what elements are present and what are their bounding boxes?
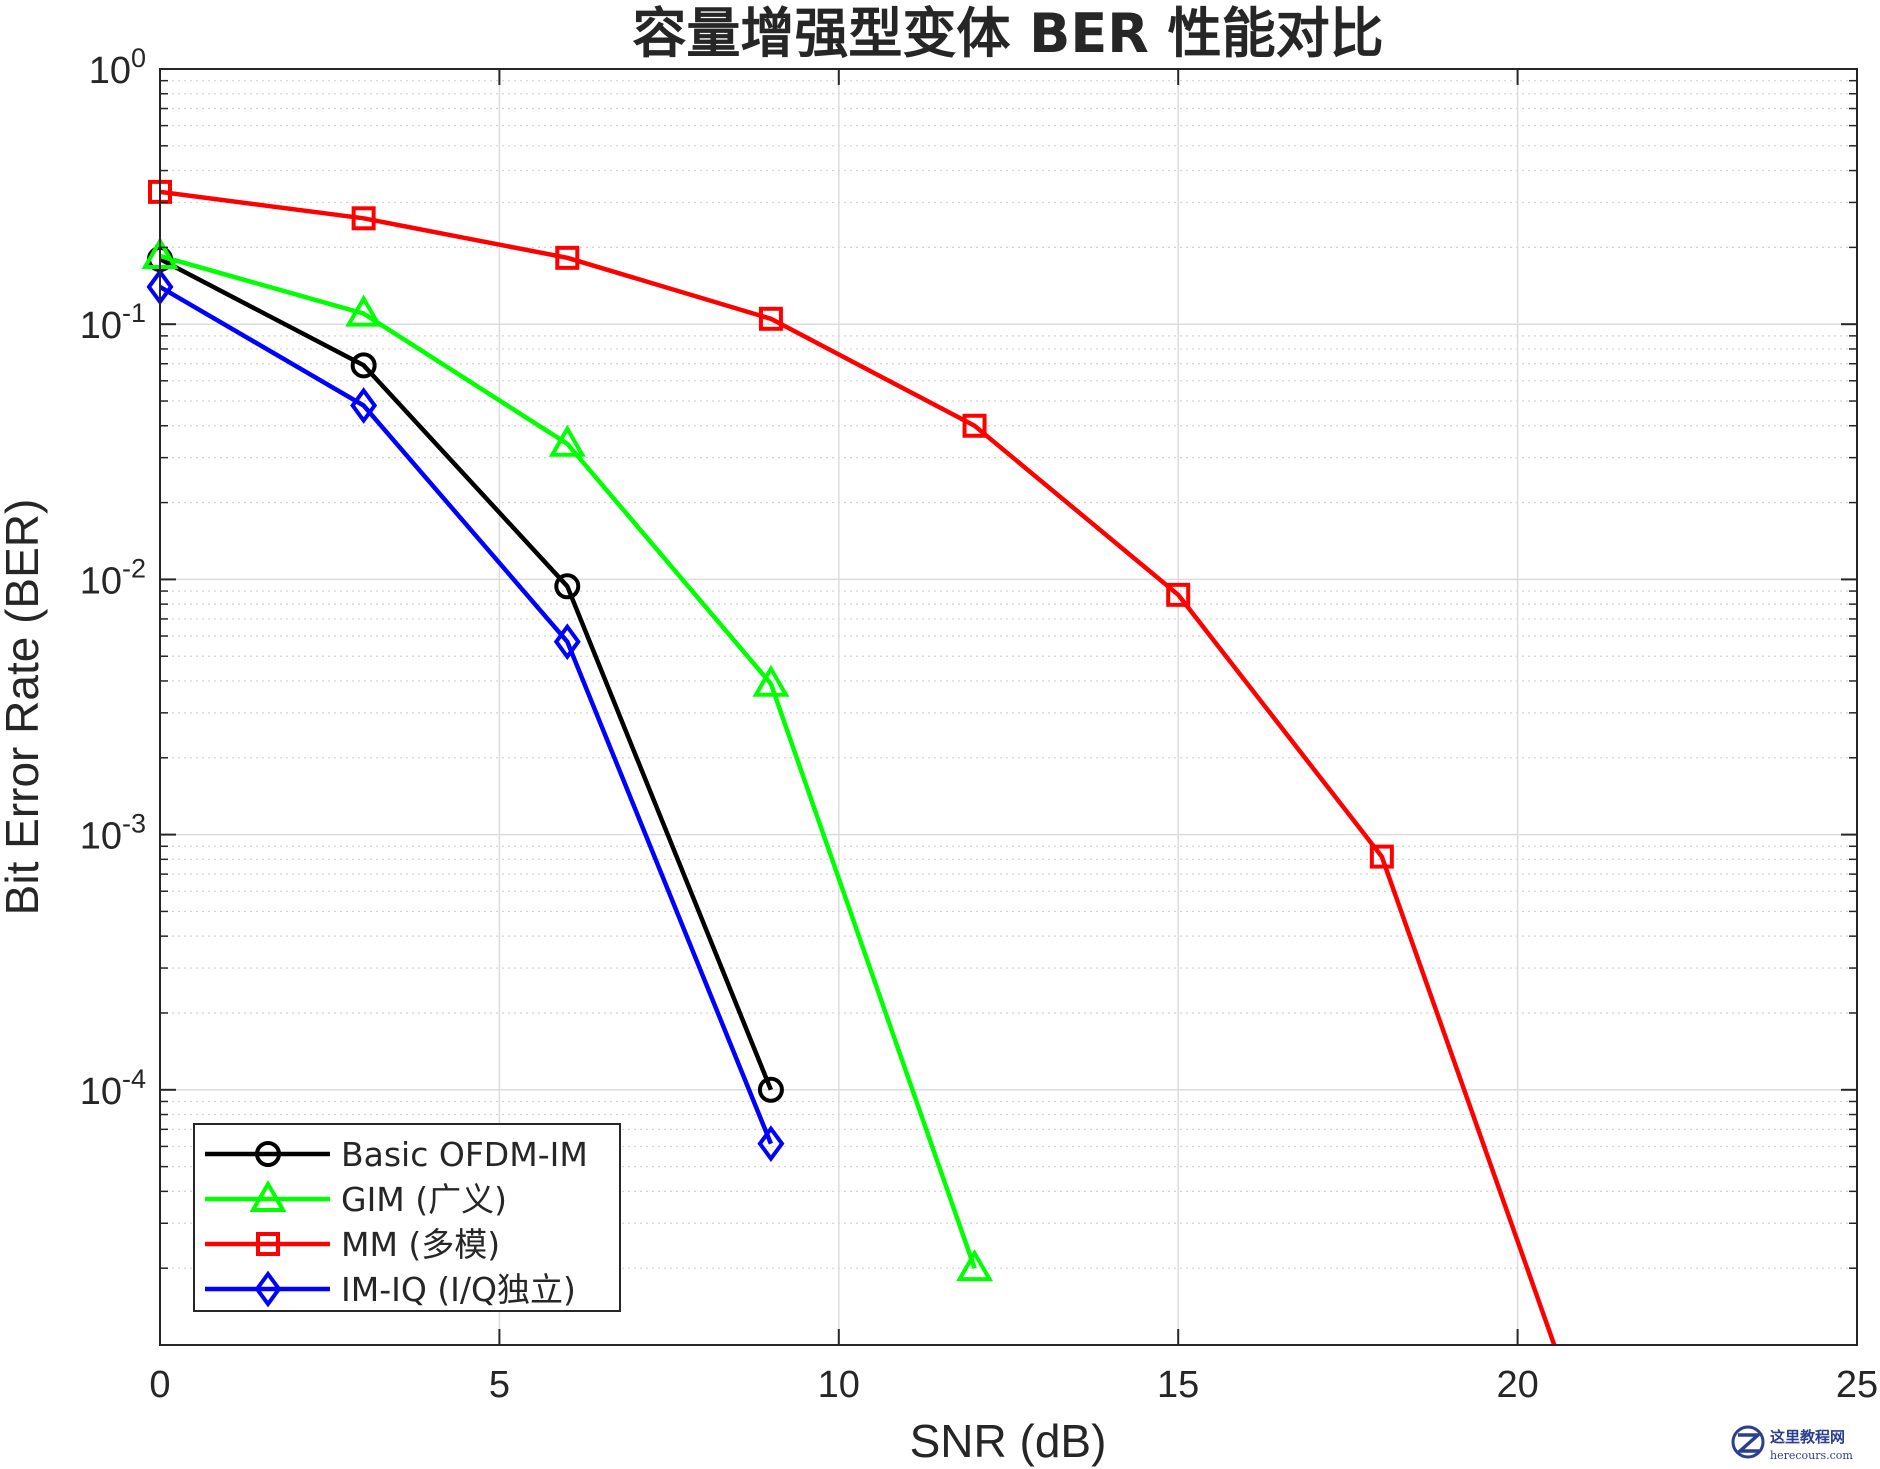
- data-point: [548, 424, 586, 457]
- legend-label: Basic OFDM-IM: [341, 1135, 588, 1174]
- data-point: [555, 245, 580, 270]
- x-tick-label: 25: [1836, 1364, 1878, 1406]
- data-point: [350, 387, 378, 424]
- x-axis-label: SNR (dB): [910, 1415, 1107, 1467]
- series-layer: [160, 189, 1557, 1345]
- data-point: [1369, 844, 1394, 869]
- plot-frame: [159, 68, 1858, 1346]
- y-tick-label: 10-2: [80, 553, 146, 602]
- legend: Basic OFDM-IM GIM (广义) MM (多模) IM-IQ (I/Q独立…: [193, 1123, 621, 1312]
- data-point: [345, 294, 383, 327]
- y-tick-label: 10-1: [80, 298, 146, 347]
- legend-marker: [255, 1141, 281, 1167]
- data-point: [553, 623, 581, 661]
- data-point: [1166, 582, 1191, 607]
- legend-label: GIM (广义): [341, 1180, 507, 1219]
- series-line-2: [160, 189, 1557, 1345]
- data-point: [757, 1125, 785, 1163]
- series-line-1: [160, 253, 977, 1269]
- x-tick-label: 20: [1496, 1364, 1538, 1406]
- data-point: [752, 664, 790, 697]
- legend-marker: [256, 1232, 280, 1256]
- legend-marker: [249, 1179, 287, 1212]
- data-point: [554, 573, 581, 600]
- y-tick-label: 10-3: [80, 809, 146, 858]
- legend-label: IM-IQ (I/Q独立): [341, 1270, 576, 1309]
- series-line-3: [160, 284, 773, 1145]
- y-axis-label: Bit Error Rate (BER): [0, 499, 48, 916]
- x-tick-label: 5: [489, 1364, 510, 1406]
- x-tick-label: 10: [818, 1364, 860, 1406]
- legend-marker: [254, 1270, 282, 1308]
- chart-title: 容量增强型变体 BER 性能对比: [632, 2, 1383, 65]
- data-point: [757, 1076, 784, 1103]
- marker-layer: [141, 179, 1394, 1282]
- data-point: [956, 1249, 994, 1282]
- ticks: 100 10-1 10-2 10-3 10-4 0 5 10 15 20 25: [80, 43, 1878, 1406]
- watermark-site: herecours.com: [1770, 1449, 1853, 1462]
- data-point: [962, 413, 987, 438]
- watermark-logo: 这里教程网 herecours.com: [1731, 1425, 1853, 1462]
- x-tick-label: 15: [1157, 1364, 1199, 1406]
- y-tick-label: 10-4: [80, 1064, 146, 1113]
- grid: [159, 68, 1858, 1345]
- legend-label: MM (多模): [341, 1225, 500, 1264]
- data-point: [350, 352, 377, 379]
- watermark-name: 这里教程网: [1770, 1428, 1845, 1446]
- data-point: [351, 206, 376, 231]
- data-point: [758, 306, 783, 331]
- x-tick-label: 0: [149, 1364, 170, 1406]
- series-line-0: [160, 257, 773, 1091]
- y-tick-label: 100: [89, 43, 146, 92]
